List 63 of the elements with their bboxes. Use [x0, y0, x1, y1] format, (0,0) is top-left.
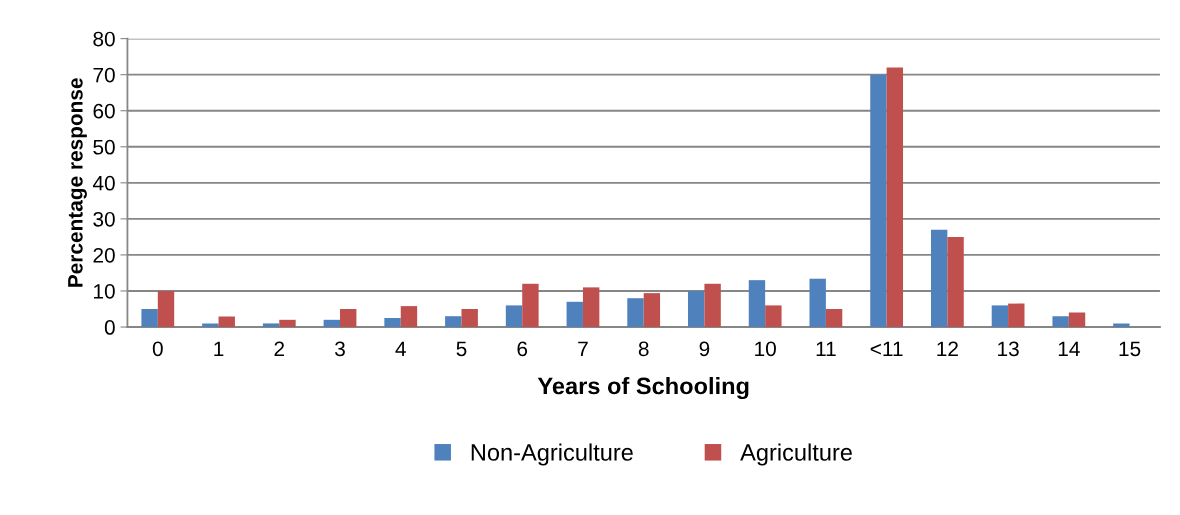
legend-label: Agriculture — [740, 443, 852, 466]
x-tick-label: 14 — [1058, 341, 1080, 357]
y-tick-label: 10 — [94, 283, 115, 299]
bar — [157, 290, 175, 328]
y-tick-label: 30 — [93, 211, 115, 227]
bar — [582, 287, 600, 328]
bar — [1008, 303, 1025, 328]
bar — [445, 316, 462, 328]
bar — [400, 306, 418, 328]
bar — [704, 283, 721, 328]
x-tick-label: 9 — [699, 341, 710, 357]
bar — [262, 323, 280, 328]
y-tick-label: 50 — [93, 139, 115, 155]
y-tick-label: 20 — [93, 247, 115, 263]
bar — [870, 74, 887, 328]
x-tick-label: 7 — [578, 341, 588, 357]
bar — [930, 229, 948, 328]
x-tick-label: 13 — [998, 341, 1019, 357]
bar — [323, 319, 341, 328]
x-tick-label: <11 — [870, 341, 903, 357]
y-axis-title: Percentage response — [68, 78, 87, 287]
x-tick-label: 5 — [456, 341, 467, 357]
bar — [627, 298, 644, 328]
x-axis-title: Years of Schooling — [537, 377, 749, 400]
bar — [1068, 312, 1086, 328]
bar — [505, 305, 523, 328]
x-tick-label: 15 — [1119, 341, 1141, 357]
legend-label: Non-Agriculture — [471, 443, 633, 466]
bar — [765, 305, 782, 328]
bar — [809, 278, 826, 328]
bar — [218, 316, 235, 328]
y-tick-label: 70 — [93, 67, 115, 83]
bar — [688, 290, 705, 328]
bar — [384, 318, 401, 328]
bar — [461, 309, 478, 328]
bar — [566, 301, 583, 328]
x-tick-label: 12 — [937, 341, 958, 357]
bar — [522, 283, 539, 328]
bar — [748, 280, 766, 328]
x-tick-label: 1 — [214, 341, 224, 357]
x-tick-label: 3 — [335, 341, 345, 357]
bar — [279, 319, 296, 328]
x-tick-label: 0 — [152, 341, 163, 357]
bar — [886, 67, 904, 328]
x-tick-label: 4 — [395, 341, 406, 357]
x-tick-label: 6 — [517, 341, 528, 357]
y-tick-label: 40 — [92, 175, 115, 191]
x-tick-label: 8 — [638, 341, 649, 357]
y-tick-label: 0 — [104, 320, 115, 335]
bar — [202, 323, 219, 328]
y-tick-label: 80 — [93, 31, 115, 47]
bar — [643, 293, 661, 328]
x-tick-label: 11 — [816, 341, 836, 357]
y-tick-label: 60 — [93, 103, 115, 119]
bar — [991, 305, 1009, 328]
bar — [825, 309, 843, 328]
bar — [947, 236, 964, 328]
bar — [1113, 323, 1130, 328]
x-tick-label: 10 — [755, 341, 776, 357]
bar — [141, 309, 158, 328]
x-tick-label: 2 — [274, 341, 285, 357]
bar — [1052, 316, 1069, 328]
bar — [340, 309, 357, 328]
